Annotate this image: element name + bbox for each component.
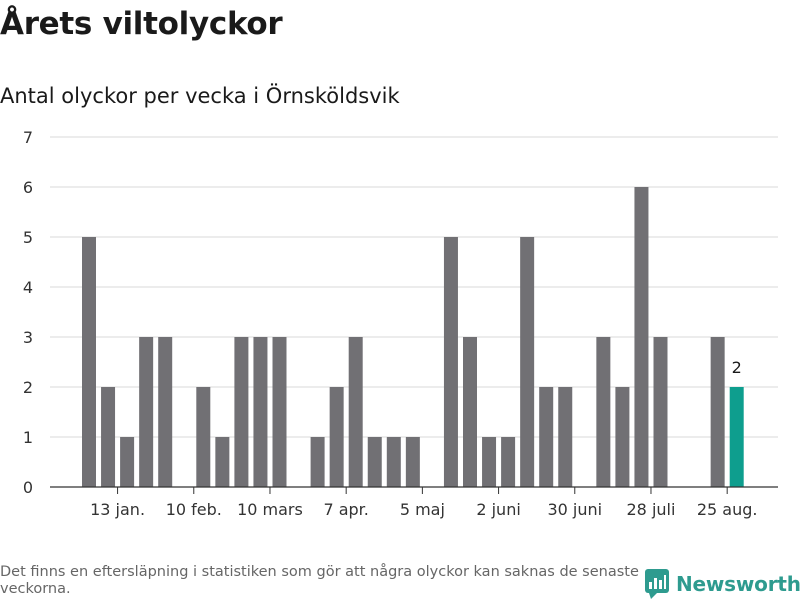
bar (463, 337, 477, 487)
bar (634, 187, 649, 487)
x-tick-label: 10 mars (237, 500, 303, 519)
x-axis: 13 jan. 10 feb. 10 mars 7 apr. 5 maj 2 juni 30… (50, 486, 778, 519)
bar (482, 437, 497, 487)
bar (729, 387, 744, 487)
bar (253, 337, 268, 487)
bar (310, 437, 325, 487)
bar (234, 337, 249, 487)
y-tick-label: 3 (23, 328, 33, 347)
chart-subtitle: Antal olyckor per vecka i Örnsköldsvik (0, 84, 400, 108)
bar (443, 237, 458, 487)
bar (272, 337, 287, 487)
bar (367, 437, 382, 487)
bar (329, 387, 344, 487)
bar (101, 387, 116, 487)
y-tick-label: 7 (23, 128, 33, 147)
footnote: Det finns en eftersläpning i statistiken… (0, 564, 639, 597)
bar (348, 337, 363, 487)
chart-title: Årets viltolyckor (0, 6, 283, 42)
x-tick-label: 10 feb. (166, 500, 222, 519)
x-tick-label: 7 apr. (323, 500, 368, 519)
bar (139, 337, 154, 487)
data-labels: 2 (732, 358, 742, 377)
bar (120, 437, 135, 487)
x-tick-label: 13 jan. (90, 500, 145, 519)
x-tick-label: 28 juli (627, 500, 676, 519)
y-tick-label: 2 (23, 378, 33, 397)
bar (405, 437, 420, 487)
newsworthy-logo-icon (645, 569, 669, 599)
x-tick-label: 25 aug. (697, 500, 758, 519)
x-tick-label: 2 juni (476, 500, 520, 519)
bar (615, 387, 630, 487)
bar (386, 437, 401, 487)
bar (215, 437, 230, 487)
y-tick-label: 6 (23, 178, 33, 197)
bar (158, 337, 173, 487)
data-label: 2 (732, 358, 742, 377)
bar (558, 387, 573, 487)
bar (196, 387, 211, 487)
bar (82, 237, 96, 487)
bar-chart: 0 1 2 3 4 5 6 7 13 jan. 10 feb. 10 mars 7 apr. 5 ma… (23, 128, 778, 519)
y-tick-label: 1 (23, 428, 33, 447)
y-tick-label: 5 (23, 228, 33, 247)
bar (539, 387, 554, 487)
bar (501, 437, 516, 487)
bar (653, 337, 668, 487)
bar (710, 337, 725, 487)
y-tick-label: 4 (23, 278, 33, 297)
x-tick-label: 30 juni (547, 500, 602, 519)
bar (596, 337, 611, 487)
brand-name: Newsworthy (676, 572, 800, 596)
y-axis: 0 1 2 3 4 5 6 7 (23, 128, 33, 497)
brand-logo[interactable]: Newsworthy (645, 569, 800, 599)
x-tick-label: 5 maj (400, 500, 445, 519)
bar (520, 237, 535, 487)
bars (82, 187, 744, 487)
y-tick-label: 0 (23, 478, 33, 497)
